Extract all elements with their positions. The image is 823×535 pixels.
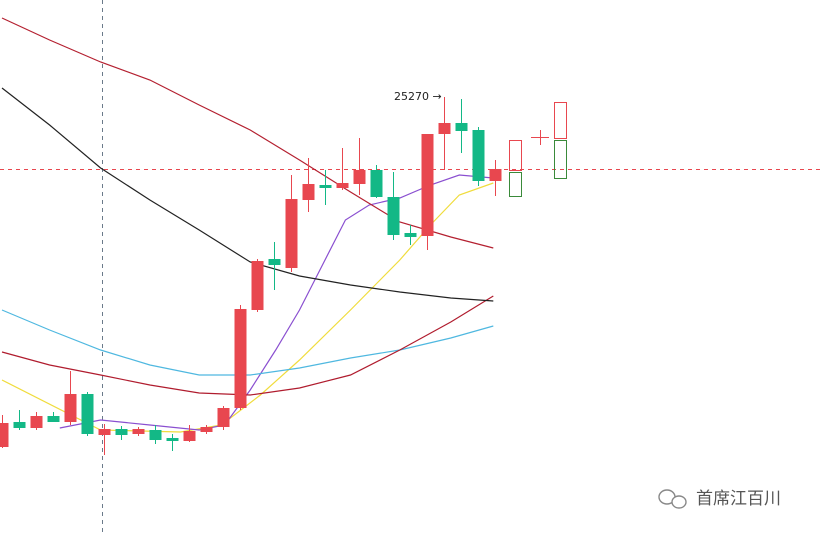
candle-body <box>438 123 451 134</box>
projection <box>509 102 567 197</box>
watermark-icon <box>658 489 687 509</box>
candle-body <box>404 233 417 237</box>
candle-body <box>64 394 77 422</box>
candle-body <box>217 408 230 427</box>
moving-average-line <box>1 87 494 302</box>
candle-body <box>285 199 298 268</box>
candle-body <box>234 309 247 408</box>
candle-body <box>387 197 400 235</box>
candle-body <box>302 184 315 200</box>
candle-body <box>336 183 349 188</box>
candle-body <box>13 422 26 428</box>
candle-body <box>30 416 43 428</box>
candle-body <box>0 423 9 447</box>
candle-body <box>251 261 264 310</box>
candle-body <box>353 170 366 184</box>
candle-body <box>132 429 145 434</box>
watermark: 首席江百川 <box>696 489 781 509</box>
candle-body <box>319 185 332 188</box>
candle-body <box>370 170 383 197</box>
annotation: 25270 → <box>394 90 442 103</box>
candle-body <box>421 134 434 236</box>
moving-average-line <box>1 295 494 396</box>
candle-body <box>489 169 502 181</box>
candle-body <box>472 130 485 181</box>
moving-average-line <box>59 174 494 431</box>
projection-box <box>509 172 522 197</box>
candle-body <box>268 259 281 265</box>
candle-body <box>200 427 213 432</box>
candle-body <box>47 416 60 422</box>
candle-body <box>166 438 179 441</box>
candle-body <box>81 394 94 434</box>
candle-body <box>149 430 162 440</box>
candle-body <box>183 431 196 441</box>
moving-average-line <box>1 17 494 249</box>
plot <box>0 17 502 455</box>
candle-body <box>115 429 128 435</box>
projection-box <box>554 140 567 179</box>
candle-body <box>455 123 468 131</box>
projection-box <box>509 140 522 171</box>
candle-body <box>98 429 111 435</box>
projection-box <box>554 102 567 139</box>
moving-average-line <box>1 309 494 376</box>
